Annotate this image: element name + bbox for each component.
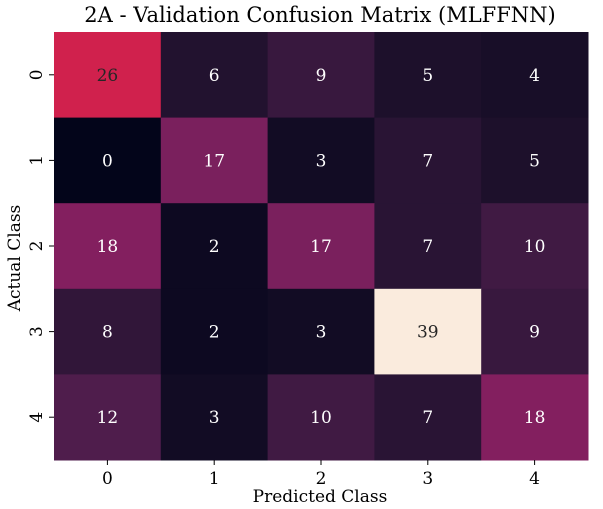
y-tick-label-1: 1 — [27, 155, 47, 166]
heatmap-cell-r3-c2 — [267, 288, 375, 375]
cell-value-r4-c1: 3 — [209, 408, 220, 428]
x-tick-label-2: 2 — [316, 469, 327, 489]
heatmap-cell-r4-c0 — [54, 374, 162, 461]
heatmap-cell-r4-c3 — [374, 374, 482, 461]
heatmap-cell-r0-c2 — [267, 32, 375, 119]
y-tick-label-0: 0 — [27, 69, 47, 80]
cell-value-r1-c0: 0 — [102, 151, 113, 171]
cell-value-r3-c2: 3 — [316, 323, 327, 343]
cell-value-r2-c4: 10 — [524, 237, 546, 257]
heatmap-cell-r3-c1 — [160, 288, 269, 375]
chart-title: 2A - Validation Confusion Matrix (MLFFNN… — [84, 3, 555, 27]
heatmap-cells — [54, 32, 589, 461]
heatmap-cell-r3-c3 — [374, 288, 482, 375]
heatmap-cell-r4-c4 — [481, 374, 589, 461]
cell-value-r4-c3: 7 — [422, 408, 433, 428]
heatmap-cell-r2-c1 — [160, 203, 269, 290]
heatmap-cell-r1-c0 — [54, 117, 162, 204]
x-tick-label-4: 4 — [529, 469, 540, 489]
y-axis: 0 1 2 3 4 — [27, 69, 54, 423]
cell-value-r0-c1: 6 — [209, 66, 220, 86]
cell-value-r2-c2: 17 — [310, 237, 332, 257]
heatmap-cell-r3-c4 — [481, 288, 589, 375]
heatmap-cell-r4-c2 — [267, 374, 375, 461]
cell-value-r4-c2: 10 — [310, 408, 332, 428]
heatmap-cell-r0-c3 — [374, 32, 482, 119]
cell-value-r3-c0: 8 — [102, 323, 113, 343]
cell-value-r2-c1: 2 — [209, 237, 220, 257]
cell-value-r1-c3: 7 — [422, 151, 433, 171]
y-tick-label-2: 2 — [27, 241, 47, 252]
x-axis-label: Predicted Class — [253, 487, 388, 507]
heatmap-cell-r0-c4 — [481, 32, 589, 119]
y-tick-label-4: 4 — [27, 412, 47, 423]
y-tick-label-3: 3 — [27, 326, 47, 337]
cell-value-r3-c4: 9 — [529, 323, 540, 343]
cell-value-r4-c4: 18 — [524, 408, 546, 428]
heatmap-cell-r2-c2 — [267, 203, 375, 290]
cell-value-r2-c3: 7 — [422, 237, 433, 257]
heatmap-cell-r3-c0 — [54, 288, 162, 375]
heatmap-cell-r2-c3 — [374, 203, 482, 290]
y-axis-label: Actual Class — [5, 205, 25, 313]
heatmap-cell-r1-c3 — [374, 117, 482, 204]
heatmap-cell-r1-c2 — [267, 117, 375, 204]
heatmap-cell-r4-c1 — [160, 374, 269, 461]
cell-value-r3-c3: 39 — [417, 323, 439, 343]
heatmap-cell-r2-c0 — [54, 203, 162, 290]
cell-value-r4-c0: 12 — [97, 408, 119, 428]
cell-value-r3-c1: 2 — [209, 323, 220, 343]
heatmap-cell-r0-c0 — [54, 32, 162, 119]
cell-value-r1-c2: 3 — [316, 151, 327, 171]
cell-value-r0-c0: 26 — [97, 66, 119, 86]
heatmap-cell-r1-c4 — [481, 117, 589, 204]
x-tick-label-0: 0 — [102, 469, 113, 489]
heatmap-cell-r0-c1 — [160, 32, 269, 119]
cell-value-r1-c1: 17 — [203, 151, 225, 171]
cell-value-r0-c4: 4 — [529, 66, 540, 86]
cell-value-r1-c4: 5 — [529, 151, 540, 171]
cell-labels: 26 6 9 5 4 0 17 3 7 5 18 2 17 7 10 8 2 3 39 9 12 3 10 7 18 — [97, 66, 546, 428]
cell-value-r0-c3: 5 — [422, 66, 433, 86]
x-axis: 0 1 2 3 4 — [102, 460, 540, 489]
heatmap-cell-r1-c1 — [160, 117, 269, 204]
heatmap-cell-r2-c4 — [481, 203, 589, 290]
x-tick-label-3: 3 — [422, 469, 433, 489]
x-tick-label-1: 1 — [209, 469, 220, 489]
cell-value-r0-c2: 9 — [316, 66, 327, 86]
cell-value-r2-c0: 18 — [97, 237, 119, 257]
